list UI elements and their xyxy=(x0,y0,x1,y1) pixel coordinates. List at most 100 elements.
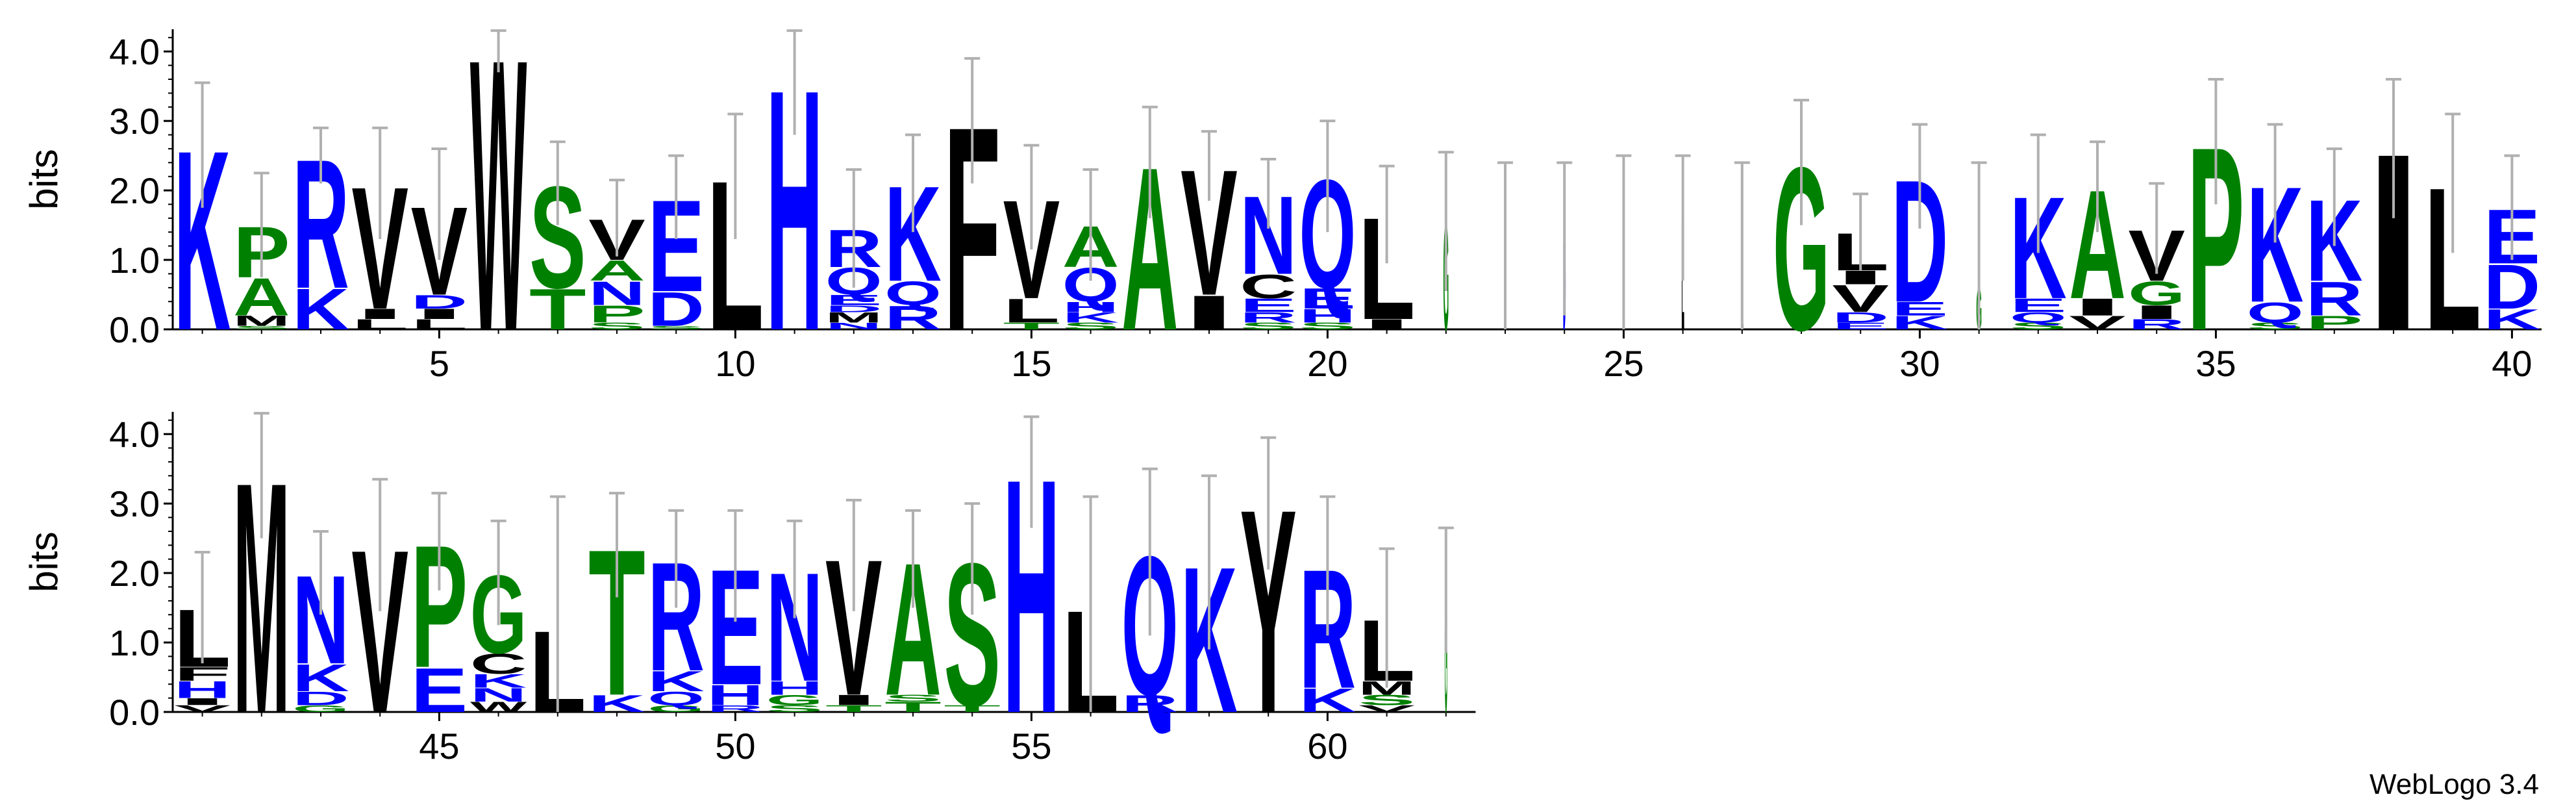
letter: S xyxy=(588,320,645,331)
letter: D xyxy=(825,303,882,314)
y-tick-label: 2.0 xyxy=(109,170,160,211)
y-tick-label: 1.0 xyxy=(109,240,160,281)
letter: I xyxy=(1358,316,1416,333)
letter: W xyxy=(470,699,527,715)
letter: S xyxy=(233,325,290,330)
letter: S xyxy=(1358,692,1416,708)
letter: T xyxy=(944,704,1001,715)
letter: V xyxy=(1832,277,1889,320)
letter: S xyxy=(2247,320,2304,331)
letter: E xyxy=(1832,320,1889,331)
letter: T xyxy=(825,704,882,715)
letter: G xyxy=(647,704,705,715)
letter: E xyxy=(1299,282,1357,314)
x-tick-label: 45 xyxy=(419,726,459,767)
x-tick-label: 15 xyxy=(1011,343,1051,384)
y-tick-label: 3.0 xyxy=(109,101,160,142)
letter: L xyxy=(411,316,468,333)
letter: F xyxy=(174,663,231,685)
letter: H xyxy=(1299,305,1357,326)
letter: L xyxy=(351,316,408,333)
x-tick-label: 20 xyxy=(1307,343,1347,384)
letter: H xyxy=(174,676,231,704)
letter: S xyxy=(1240,320,1297,331)
letter: D xyxy=(411,291,468,312)
letter: S xyxy=(647,325,705,330)
x-tick-label: 55 xyxy=(1011,726,1051,767)
letter: K xyxy=(647,665,705,698)
letter: V xyxy=(2069,312,2126,333)
letter: Q xyxy=(884,275,942,312)
y-tick-label: 1.0 xyxy=(109,622,160,663)
letter: P xyxy=(2306,312,2363,333)
letter: K xyxy=(292,276,349,342)
letter: T xyxy=(884,699,942,715)
letter: E xyxy=(825,292,882,308)
letter: C xyxy=(470,648,527,680)
letter: G xyxy=(292,704,349,715)
letter: D xyxy=(1832,309,1889,325)
letter: H xyxy=(707,679,764,711)
letter: S xyxy=(2010,320,2067,331)
x-tick-label: 60 xyxy=(1307,726,1347,767)
letter: K xyxy=(588,691,645,718)
letter: E xyxy=(2010,295,2067,316)
letter: R xyxy=(884,298,942,336)
letter: I xyxy=(2069,294,2126,321)
x-tick-label: 35 xyxy=(2195,343,2236,384)
x-tick-label: 10 xyxy=(715,343,755,384)
letter: I xyxy=(2128,301,2185,323)
letter: R xyxy=(2306,272,2363,326)
letter: K xyxy=(1299,681,1357,719)
letter: S xyxy=(1062,320,1119,331)
letter: K xyxy=(292,656,349,700)
letter: H xyxy=(766,677,823,698)
letter: S xyxy=(766,703,823,714)
letter: V xyxy=(1358,703,1416,714)
letter: T xyxy=(1003,321,1060,332)
footer: WebLogo 3.4 xyxy=(2370,768,2539,800)
letter: N xyxy=(588,274,645,312)
letter: L xyxy=(1003,292,1060,330)
letter: K xyxy=(2484,303,2541,336)
letter: K xyxy=(1892,312,1949,333)
y-tick-label: 0.0 xyxy=(109,309,160,350)
y-axis-label: bits xyxy=(22,149,66,209)
letter: T xyxy=(529,277,586,342)
x-tick-label: 50 xyxy=(715,726,755,767)
letter: G xyxy=(1445,559,1447,748)
letter: M xyxy=(233,313,290,329)
y-axis-label: bits xyxy=(22,531,66,592)
letter: S xyxy=(1299,320,1357,331)
letter: I xyxy=(351,306,408,322)
letter: D xyxy=(292,687,349,709)
letter: Q xyxy=(2010,309,2067,325)
letter: H xyxy=(1062,299,1119,315)
letter: I xyxy=(174,696,231,707)
letter: K xyxy=(470,670,527,692)
letter: G xyxy=(2128,275,2185,312)
x-tick-label: 25 xyxy=(1603,343,1644,384)
y-tick-label: 4.0 xyxy=(109,414,160,455)
letter: R xyxy=(1121,691,1179,718)
letter: D xyxy=(2484,252,2541,322)
letter: R xyxy=(2128,316,2185,333)
letter: E xyxy=(1892,298,1949,320)
letter: E xyxy=(411,655,468,726)
letter: Q xyxy=(647,687,705,709)
letter: M xyxy=(825,309,882,325)
y-tick-label: 0.0 xyxy=(109,692,160,733)
x-tick-label: 5 xyxy=(429,343,449,384)
letter: I xyxy=(825,692,882,708)
letter: V xyxy=(174,703,231,714)
letter: Q xyxy=(2247,296,2304,329)
letter: E xyxy=(1240,295,1297,316)
letter: K xyxy=(1062,309,1119,325)
letter: S xyxy=(884,692,942,704)
x-tick-label: 40 xyxy=(2492,343,2532,384)
letter: P xyxy=(588,301,645,327)
letter: R xyxy=(707,704,764,715)
